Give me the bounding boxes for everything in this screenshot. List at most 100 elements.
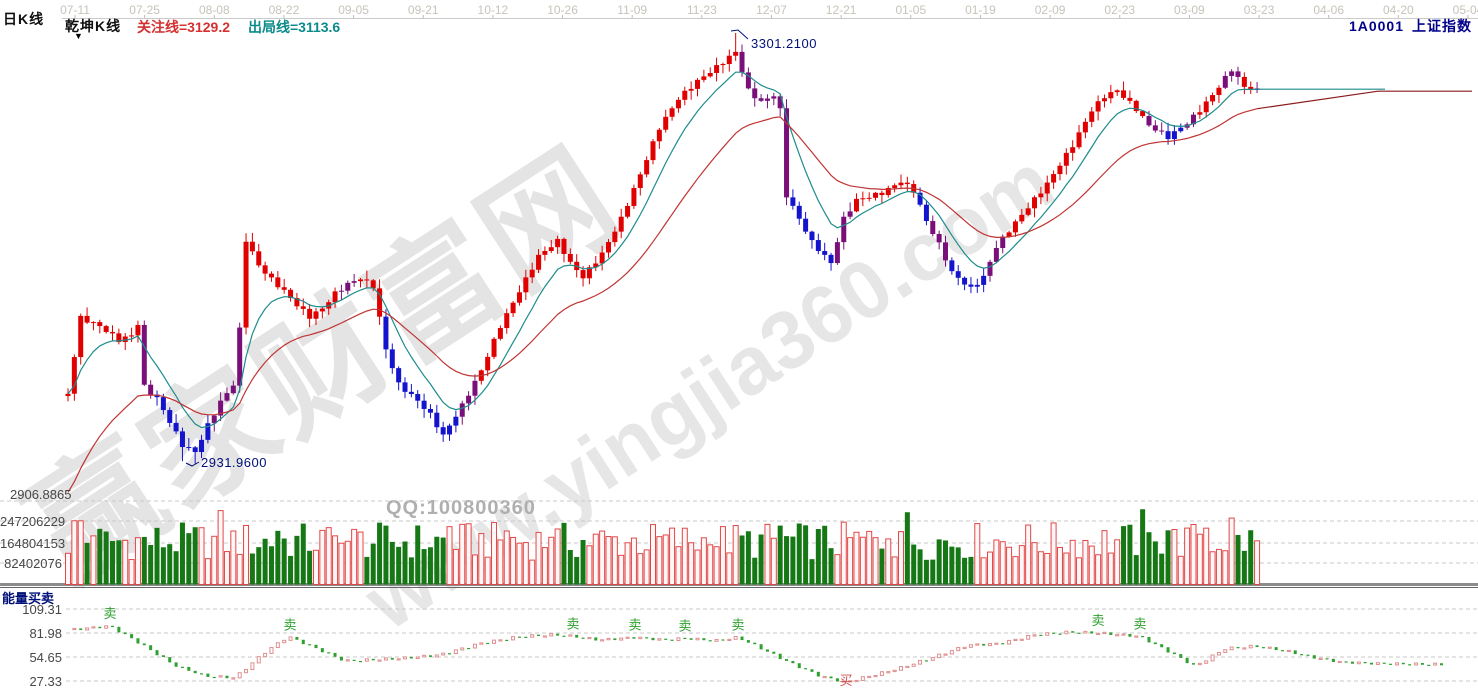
volume-bar xyxy=(993,539,1000,586)
candle-body xyxy=(313,311,319,319)
volume-bar xyxy=(427,547,433,585)
energy-bar xyxy=(1039,634,1043,637)
energy-bar xyxy=(422,654,427,658)
volume-bar xyxy=(408,557,414,585)
energy-bar xyxy=(1356,661,1361,665)
energy-bar xyxy=(1408,664,1412,666)
candle-body xyxy=(148,384,154,395)
volume-bar xyxy=(962,557,968,585)
volume-bar xyxy=(815,528,821,585)
candle-body xyxy=(682,90,688,100)
volume-bar xyxy=(897,531,904,586)
volume-bar xyxy=(434,536,440,585)
energy-bar xyxy=(1083,630,1088,634)
energy-bar xyxy=(333,652,337,657)
candle-body xyxy=(319,308,325,312)
candle-body xyxy=(218,400,224,416)
volume-bar xyxy=(1215,548,1222,585)
volume-bar xyxy=(923,559,929,585)
date-label: 12-21 xyxy=(825,3,857,17)
candle-body xyxy=(695,79,701,89)
energy-bar xyxy=(479,642,484,645)
energy-bar xyxy=(785,659,789,661)
energy-bar xyxy=(218,675,223,678)
energy-bar xyxy=(383,657,388,661)
energy-bar xyxy=(511,636,516,641)
energy-bar xyxy=(1223,649,1228,653)
candle-body xyxy=(904,182,910,185)
volume-bar xyxy=(510,536,517,586)
energy-bar xyxy=(848,680,853,683)
volume-bar xyxy=(866,530,873,586)
energy-bar xyxy=(810,669,814,672)
energy-bar xyxy=(708,640,712,642)
candle-body xyxy=(389,349,395,369)
volume-bar xyxy=(268,546,274,585)
volume-bar xyxy=(796,523,802,585)
candle-body xyxy=(542,250,548,255)
date-label: 04-20 xyxy=(1382,3,1414,17)
volume-bar xyxy=(110,541,116,585)
sell-marker: 卖 xyxy=(678,618,691,633)
energy-bar xyxy=(79,628,83,631)
energy-bar xyxy=(168,657,172,663)
volume-bar xyxy=(1031,542,1038,586)
candle-body xyxy=(224,393,230,401)
candle-body xyxy=(84,315,90,323)
energy-bar xyxy=(759,644,763,650)
volume-bar xyxy=(211,535,218,585)
volume-bar xyxy=(236,553,243,586)
energy-bar xyxy=(733,636,738,640)
volume-bar xyxy=(726,552,733,586)
date-label: 10-12 xyxy=(477,3,509,17)
volume-bar xyxy=(859,536,866,586)
energy-bar xyxy=(288,636,293,641)
indicator-dropdown[interactable]: 乾坤K线 ▼ xyxy=(65,16,121,41)
energy-bar xyxy=(1077,632,1081,634)
date-label: 07-11 xyxy=(60,3,90,17)
energy-bar xyxy=(530,634,535,638)
volume-bar xyxy=(694,549,701,585)
candle-body xyxy=(510,302,516,314)
candle-body xyxy=(141,324,147,385)
volume-bar xyxy=(256,547,262,585)
energy-bar xyxy=(231,677,236,680)
candle-body xyxy=(1203,101,1209,113)
volume-bar xyxy=(148,544,154,585)
date-label: 03-09 xyxy=(1174,3,1205,17)
volume-bar xyxy=(732,525,739,585)
candle-body xyxy=(307,308,313,319)
candle-body xyxy=(650,141,656,161)
energy-bar xyxy=(804,668,808,670)
energy-bar xyxy=(740,636,744,641)
volume-bar xyxy=(275,530,281,585)
volume-bar xyxy=(1203,527,1210,585)
candle-body xyxy=(726,55,732,65)
volume-bar xyxy=(281,538,287,585)
sell-marker: 卖 xyxy=(103,606,116,621)
candle-body xyxy=(752,88,758,99)
energy-bar xyxy=(625,636,630,639)
energy-bar xyxy=(905,665,910,669)
candle-body xyxy=(78,315,84,358)
candle-body xyxy=(485,356,491,371)
volume-bar xyxy=(974,523,981,586)
volume-bar xyxy=(186,533,192,585)
ma-long-line xyxy=(67,108,1258,493)
volume-bar xyxy=(71,520,78,585)
energy-bar xyxy=(1216,651,1221,656)
sell-marker: 卖 xyxy=(283,617,296,632)
volume-bar xyxy=(936,539,942,585)
volume-bar xyxy=(872,537,879,585)
volume-bar xyxy=(1044,552,1051,586)
volume-bar xyxy=(784,536,790,585)
candle-body xyxy=(1032,197,1038,209)
volume-bar xyxy=(1159,553,1165,585)
volume-bar xyxy=(503,530,510,585)
energy-bar xyxy=(721,639,725,641)
candle-body xyxy=(618,216,624,232)
candle-body xyxy=(892,185,898,188)
energy-bar xyxy=(212,676,216,679)
